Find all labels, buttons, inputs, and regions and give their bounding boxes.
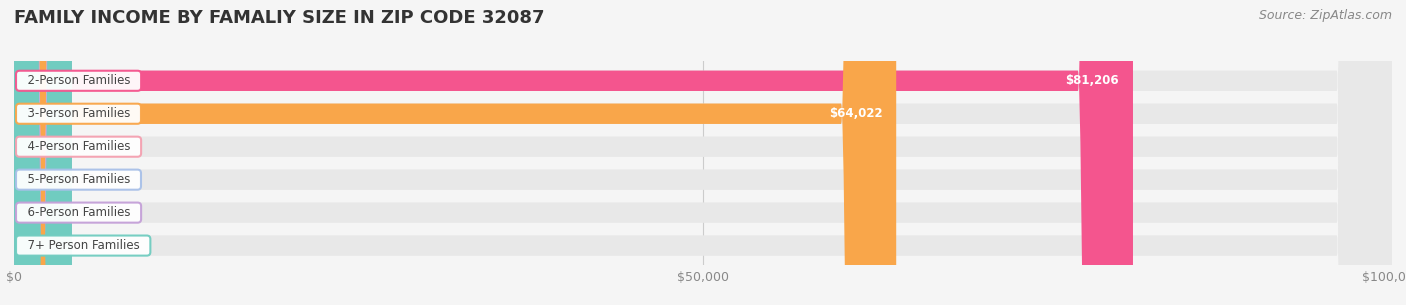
Text: $0: $0 [80, 239, 96, 252]
FancyBboxPatch shape [14, 0, 72, 305]
FancyBboxPatch shape [14, 0, 896, 305]
Text: 5-Person Families: 5-Person Families [20, 173, 138, 186]
Text: 2-Person Families: 2-Person Families [20, 74, 138, 87]
Text: $0: $0 [80, 173, 96, 186]
Text: 7+ Person Families: 7+ Person Families [20, 239, 146, 252]
FancyBboxPatch shape [14, 0, 1392, 305]
FancyBboxPatch shape [14, 0, 1392, 305]
FancyBboxPatch shape [14, 0, 1392, 305]
Text: 4-Person Families: 4-Person Families [20, 140, 138, 153]
FancyBboxPatch shape [14, 0, 1392, 305]
FancyBboxPatch shape [14, 0, 72, 305]
Text: 3-Person Families: 3-Person Families [20, 107, 138, 120]
FancyBboxPatch shape [14, 0, 1133, 305]
FancyBboxPatch shape [14, 0, 72, 305]
Text: FAMILY INCOME BY FAMALIY SIZE IN ZIP CODE 32087: FAMILY INCOME BY FAMALIY SIZE IN ZIP COD… [14, 9, 544, 27]
Text: $0: $0 [80, 140, 96, 153]
Text: Source: ZipAtlas.com: Source: ZipAtlas.com [1258, 9, 1392, 22]
Text: $81,206: $81,206 [1066, 74, 1119, 87]
FancyBboxPatch shape [14, 0, 1392, 305]
Text: 6-Person Families: 6-Person Families [20, 206, 138, 219]
FancyBboxPatch shape [14, 0, 1392, 305]
FancyBboxPatch shape [14, 0, 72, 305]
Text: $0: $0 [80, 206, 96, 219]
Text: $64,022: $64,022 [828, 107, 883, 120]
